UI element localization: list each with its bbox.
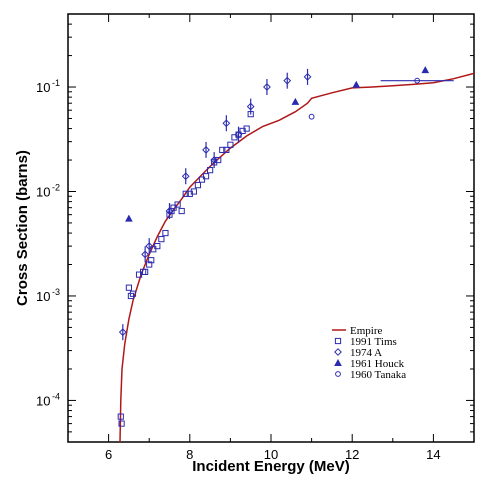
data-point-1961-houck: [291, 97, 300, 105]
x-tick-label: 12: [345, 447, 359, 462]
y-tick-exponent: -4: [52, 391, 60, 401]
y-tick-exponent: -1: [52, 78, 60, 88]
data-point-1991-tims: [162, 229, 169, 237]
data-point-1961-houck: [125, 214, 133, 222]
x-tick-label: 8: [186, 447, 193, 462]
x-axis-ticks: 6 8 10 12 14: [67, 14, 475, 462]
data-point-1991-tims: [198, 176, 206, 183]
series-1991-tims: [117, 111, 254, 427]
data-point-1991-tims: [202, 173, 210, 180]
data-point-1991-tims: [158, 236, 165, 243]
y-tick-exponent: -2: [52, 182, 60, 192]
series-line-empire: [119, 72, 475, 443]
data-point-1961-houck: [421, 66, 430, 74]
data-point-1974-a: [210, 156, 219, 164]
legend-swatch-1991-tims: [334, 337, 342, 345]
legend-swatch-1961-houck: [334, 358, 342, 366]
legend-swatch-1960-tanaka: [335, 371, 341, 377]
data-point-1991-tims: [129, 290, 137, 297]
data-point-1974-a: [246, 102, 255, 111]
data-point-1991-tims: [150, 246, 157, 253]
data-point-1991-tims: [182, 190, 189, 197]
data-point-1961-houck: [352, 80, 361, 88]
data-point-1991-tims: [174, 201, 181, 208]
data-point-1974-a: [234, 130, 243, 139]
data-point-1991-tims: [227, 141, 234, 148]
data-point-1974-a: [283, 76, 292, 85]
y-tick-label: 10: [36, 393, 50, 408]
legend-label-1960-tanaka: 1960 Tanaka: [350, 369, 406, 381]
y-tick-exponent: -3: [52, 287, 60, 297]
series-layer: [117, 66, 475, 443]
data-point-1991-tims: [207, 167, 214, 174]
legend-label-1974-a: 1974 A: [350, 347, 382, 359]
x-tick-label: 6: [105, 447, 112, 462]
data-point-1991-tims: [178, 207, 185, 215]
data-point-1974-a: [202, 146, 210, 154]
data-point-1974-a: [165, 207, 174, 215]
x-tick-label: 10: [264, 447, 278, 462]
data-point-1974-a: [141, 250, 150, 259]
data-point-1974-a: [118, 328, 127, 337]
data-point-1991-tims: [142, 268, 149, 275]
data-point-1991-tims: [154, 243, 161, 250]
data-point-1991-tims: [194, 182, 202, 189]
data-point-1974-a: [303, 72, 312, 81]
legend-label-1991-tims: 1991 Tims: [350, 336, 397, 348]
data-point-1991-tims: [243, 125, 250, 132]
data-point-1974-a: [222, 119, 231, 128]
data-point-1991-tims: [219, 146, 226, 154]
data-point-1991-tims: [223, 146, 230, 154]
data-point-1991-tims: [148, 257, 155, 264]
data-point-1991-tims: [190, 188, 197, 195]
y-tick-label: 10: [36, 184, 50, 199]
data-point-1991-tims: [170, 204, 177, 211]
data-point-1974-a: [145, 242, 154, 251]
y-tick-label: 10: [36, 289, 50, 304]
series-1961-houck: [125, 66, 430, 222]
x-tick-label: 14: [426, 447, 440, 462]
data-point-1991-tims: [118, 420, 125, 427]
data-point-1991-tims: [125, 284, 133, 291]
x-axis-title: Incident Energy (MeV): [192, 458, 350, 475]
series-1974-a: [118, 68, 312, 341]
plot-frame: [67, 13, 475, 443]
legend-swatch-1974-a: [334, 348, 342, 356]
data-point-1960-tanaka: [308, 113, 315, 120]
data-point-1991-tims: [117, 413, 124, 420]
y-tick-label: 10: [36, 80, 50, 95]
legend-label-1961-houck: 1961 Houck: [350, 358, 405, 370]
series-empire: [119, 72, 475, 443]
y-axis-ticks: 10-410-310-210-1: [36, 13, 474, 443]
data-point-1974-a: [263, 83, 271, 91]
data-point-1991-tims: [146, 261, 153, 268]
y-axis-title: Cross Section (barns): [14, 150, 31, 306]
data-point-1991-tims: [215, 156, 222, 164]
data-point-1974-a: [181, 172, 190, 181]
legend-label-empire: Empire: [350, 325, 382, 337]
